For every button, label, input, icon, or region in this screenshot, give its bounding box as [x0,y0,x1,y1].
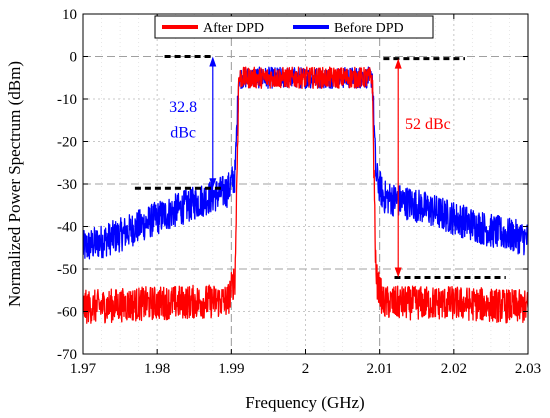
annotation-background [167,97,200,117]
y-tick-label: 10 [62,7,77,23]
legend: After DPD Before DPD [154,15,434,39]
x-tick-label: 1.98 [144,361,170,377]
legend-label-after: After DPD [203,21,264,36]
arrow-head [209,56,217,67]
series-line-after-dpd [83,66,528,324]
annotations: 32.8 dBc 52 dBc [167,56,453,278]
annotation-label: 52 dBc [405,116,451,133]
x-tick-label: 2.03 [515,361,541,377]
y-tick-label: -20 [57,135,77,151]
y-tick-label: 0 [70,50,78,66]
annotation-background [402,114,453,134]
arrow-head [394,267,402,278]
series-layer [83,66,528,324]
ticks: 1.97 1.98 1.99 2 2.01 2.02 2.03 10 0 -10 -20 -30 -40… [57,7,541,377]
x-tick-label: 2.02 [441,361,467,377]
y-tick-label: -60 [57,305,77,321]
y-axis-label: Normalized Power Spectrum (dBm) [5,61,24,307]
x-tick-label: 2.01 [367,361,393,377]
y-tick-label: -30 [57,177,77,193]
arrow-head [394,58,402,69]
y-tick-label: -50 [57,262,77,278]
x-tick-label: 1.99 [218,361,244,377]
y-tick-label: -10 [57,92,77,108]
arrow-head [209,178,217,189]
x-tick-label: 2 [302,361,310,377]
annotation-label: dBc [170,124,196,141]
annotation-label: 32.8 [169,99,197,116]
series-line-before-dpd [83,66,528,260]
annotation-background [168,123,199,143]
legend-label-before: Before DPD [334,21,404,36]
reference-lines [134,55,506,279]
y-tick-label: -40 [57,220,77,236]
y-tick-label: -70 [57,347,77,363]
x-axis-label: Frequency (GHz) [245,393,364,412]
x-tick-label: 1.97 [70,361,97,377]
